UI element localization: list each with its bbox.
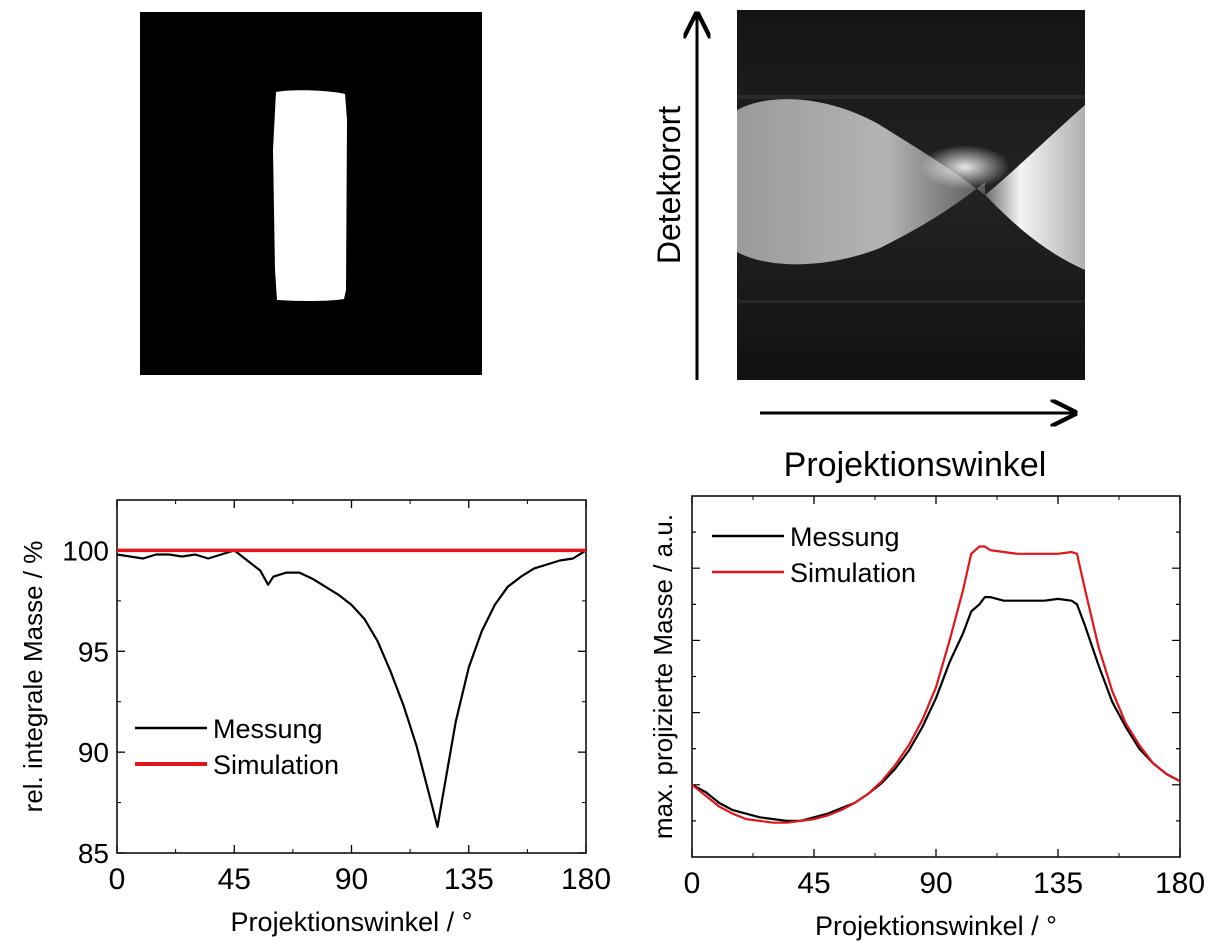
y-axis-label: rel. integrale Masse / % xyxy=(18,541,48,813)
x-tick-label: 0 xyxy=(109,863,126,896)
series-line-messung xyxy=(691,595,1181,823)
series-line-messung xyxy=(116,549,587,828)
legend: Messung Simulation xyxy=(712,522,916,588)
x-tick-label: 135 xyxy=(444,863,494,896)
legend-label-simulation: Simulation xyxy=(213,750,339,780)
legend-label-simulation: Simulation xyxy=(790,558,916,588)
x-tick-label: 180 xyxy=(1155,867,1205,900)
angle-axis-label: Projektionswinkel xyxy=(784,446,1047,484)
x-tick-label: 0 xyxy=(684,867,701,900)
x-tick-label: 45 xyxy=(797,867,830,900)
y-axis-label: max. projizierte Masse / a.u. xyxy=(648,514,678,839)
sinogram-lobe-right xyxy=(985,105,1085,270)
sinogram-band xyxy=(737,95,1085,99)
phantom-object xyxy=(273,90,347,301)
x-tick-label: 90 xyxy=(919,867,952,900)
detector-axis-label: Detektorort xyxy=(651,106,687,264)
sinogram-hotspot xyxy=(920,145,1010,189)
y-tick-label: 90 xyxy=(78,737,109,768)
sinogram-image xyxy=(737,10,1085,380)
x-tick-label: 180 xyxy=(561,863,611,896)
sinogram-lobe-left xyxy=(737,99,985,265)
sinogram-band xyxy=(737,300,1085,303)
legend-label-messung: Messung xyxy=(790,522,900,552)
y-tick-label: 85 xyxy=(78,838,109,869)
chart-max-projected-mass: 0 45 90 135 180 Projektionswinkel / ° max. pro… xyxy=(648,495,1205,941)
phantom-image xyxy=(140,12,482,375)
chart-integral-mass: 0 45 90 135 180 85 90 95 100 Projektionswinkel / … xyxy=(18,499,611,937)
x-axis-label: Projektionswinkel / ° xyxy=(231,907,473,937)
x-tick-label: 135 xyxy=(1033,867,1083,900)
legend: Messung Simulation xyxy=(135,714,339,780)
y-tick-label: 95 xyxy=(78,636,109,667)
legend-label-messung: Messung xyxy=(213,714,323,744)
y-tick-label: 100 xyxy=(62,535,109,566)
x-tick-label: 45 xyxy=(218,863,251,896)
x-tick-label: 90 xyxy=(335,863,368,896)
x-axis-label: Projektionswinkel / ° xyxy=(815,911,1057,941)
plot-frame xyxy=(116,499,587,854)
series-line-simulation xyxy=(691,545,1181,824)
